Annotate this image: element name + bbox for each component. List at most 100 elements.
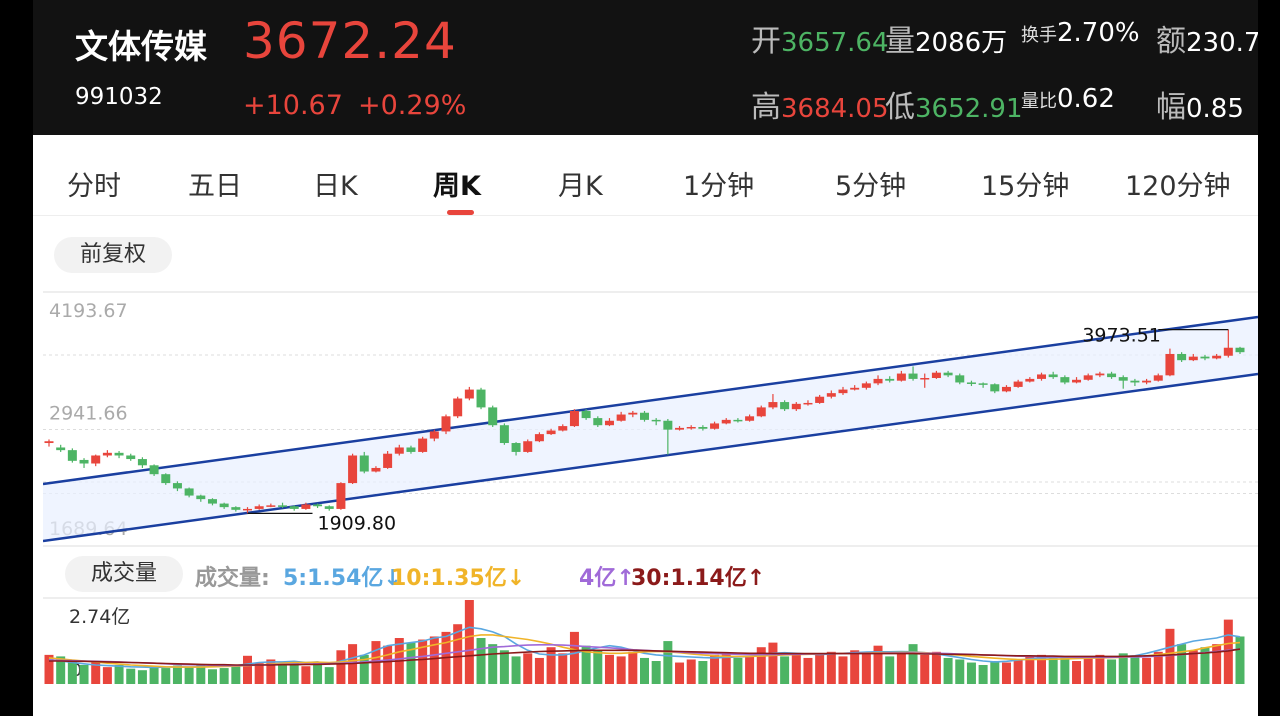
volume-bar (476, 638, 486, 684)
volume-bar (1177, 644, 1187, 684)
tab-15min[interactable]: 15分钟 (981, 171, 1070, 202)
volume-bar (780, 656, 790, 684)
candle-body (756, 407, 766, 417)
tab-weekly-k[interactable]: 周K (433, 171, 481, 202)
candle-body (1200, 356, 1210, 359)
volume-bar (756, 647, 766, 684)
volume-bar (67, 660, 77, 684)
candle-body (710, 423, 720, 429)
y-axis-label: 2941.66 (49, 402, 128, 424)
volume-bar (768, 642, 778, 684)
adjust-button[interactable]: 前复权 (54, 237, 172, 273)
turnover-label: 换手 (1021, 25, 1057, 46)
candle-body (231, 507, 241, 510)
candle-body (850, 387, 860, 390)
tab-daily-k[interactable]: 日K (313, 171, 358, 202)
last-price: 3672.24 (243, 12, 457, 70)
volume-bar (511, 656, 521, 684)
volume-bar (815, 654, 825, 684)
volume-bar (418, 639, 428, 684)
candle-body (569, 410, 579, 427)
volume-value: 2086万 (915, 28, 1008, 58)
ma20-legend: 4亿↑ (579, 566, 635, 591)
tab-intraday[interactable]: 分时 (67, 171, 121, 202)
candle-body (172, 483, 182, 489)
candle-body (313, 504, 323, 507)
amount-label: 额 (1156, 24, 1186, 59)
candle-body (1037, 374, 1046, 379)
candle-body (966, 382, 976, 384)
candle-body (499, 425, 509, 444)
volume-bar (651, 661, 661, 684)
candle-body (301, 504, 311, 509)
volume-bar (172, 665, 182, 684)
volume-bar (1200, 647, 1210, 684)
ma5-value: 5:1.54亿 (283, 566, 384, 591)
candle-body (721, 419, 731, 424)
volume-bar (359, 654, 369, 684)
tab-monthly-k[interactable]: 月K (558, 171, 603, 202)
stock-code: 991032 (75, 84, 163, 110)
candle-body (1025, 378, 1035, 382)
ma20-value: 4亿 (579, 566, 617, 591)
volume-bar (1037, 654, 1046, 684)
candle-body (733, 419, 743, 422)
tab-1min[interactable]: 1分钟 (683, 171, 755, 202)
volume-bar (231, 664, 241, 684)
volume-bar (44, 654, 54, 684)
candle-body (978, 383, 988, 385)
volume-bar (56, 656, 66, 684)
candle-body (546, 430, 556, 435)
channel-fill (43, 317, 1258, 541)
volume-bar (149, 666, 159, 684)
volume-bar (581, 645, 591, 684)
amplitude-value: 0.85 (1186, 94, 1244, 124)
candle-body (815, 396, 825, 403)
volume-bar (324, 667, 334, 684)
volume-bar (896, 653, 906, 684)
high-stat: 高3684.05 (751, 82, 889, 126)
candle-body (161, 474, 171, 484)
volume-bar (1142, 657, 1152, 684)
ma30-value: 30:1.14亿 (631, 566, 747, 591)
volume-chart: 2.74亿0 (43, 597, 1258, 684)
volume-bar (978, 664, 988, 684)
candle-body (511, 443, 521, 452)
volume-indicator-button[interactable]: 成交量 (65, 556, 183, 592)
ma10-legend: 10:1.35亿↓ (391, 566, 526, 591)
candle-body (593, 418, 603, 426)
candle-body (791, 403, 801, 410)
candle-body (1177, 353, 1187, 361)
volume-bar (523, 653, 533, 684)
vol-ratio-value: 0.62 (1057, 84, 1115, 114)
candle-body (1060, 377, 1070, 383)
candle-body (1153, 375, 1163, 381)
candle-body (908, 373, 918, 379)
candle-body (1013, 381, 1023, 387)
candle-body (102, 452, 112, 456)
tab-120min[interactable]: 120分钟 (1125, 171, 1231, 202)
volume-bar (850, 650, 860, 684)
candle-body (768, 402, 778, 408)
tab-5min[interactable]: 5分钟 (835, 171, 907, 202)
channel-upper-line (43, 315, 1258, 486)
tab-five-day[interactable]: 五日 (188, 171, 242, 202)
candle-body (394, 447, 404, 454)
volume-bar (1153, 651, 1163, 684)
turnover-value: 2.70% (1057, 18, 1140, 48)
ma30-legend: 30:1.14亿↑ (631, 566, 766, 591)
candle-body (581, 410, 591, 419)
candle-body (79, 459, 89, 464)
volume-bar (1025, 656, 1035, 684)
low-value: 3652.91 (915, 94, 1023, 124)
volume-bar (908, 644, 918, 684)
candle-body (1212, 355, 1222, 359)
candle-body (1142, 380, 1152, 383)
high-value: 3684.05 (781, 94, 889, 124)
candle-body (943, 372, 953, 376)
vol-ratio-label: 量比 (1021, 91, 1057, 112)
candle-body (745, 416, 755, 421)
volume-bar (207, 669, 217, 684)
volume-bar (184, 667, 194, 684)
